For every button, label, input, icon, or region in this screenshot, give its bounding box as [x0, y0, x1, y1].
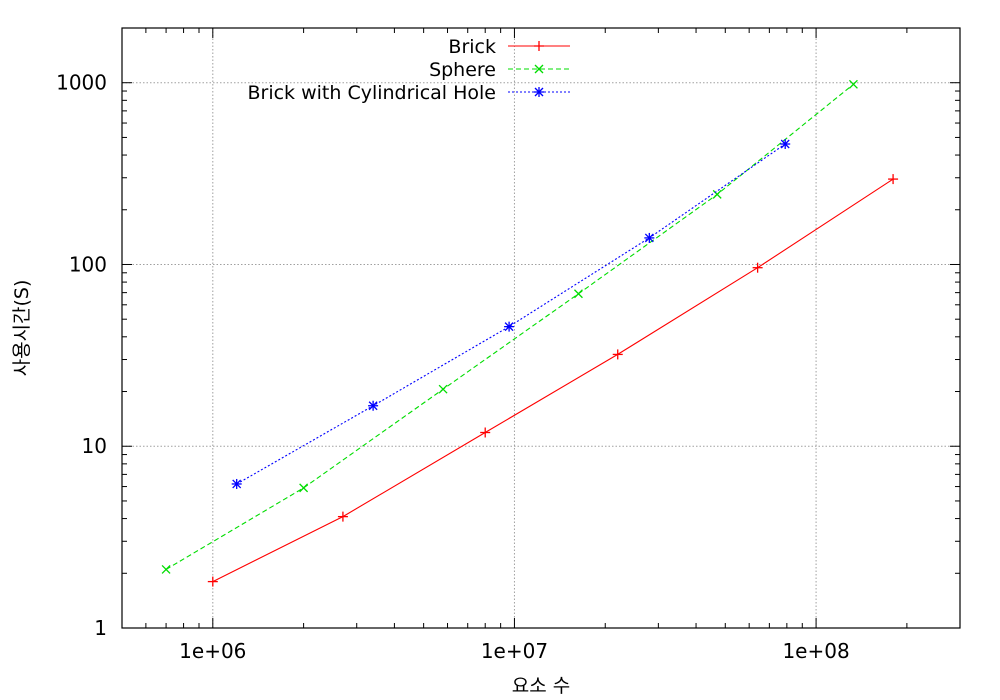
plot-frame [121, 27, 961, 629]
x-tick-label: 1e+07 [481, 639, 548, 663]
data-point [848, 79, 858, 89]
data-point [573, 289, 583, 299]
data-point [534, 64, 544, 74]
data-point [612, 349, 623, 360]
data-point [534, 41, 544, 51]
data-point [644, 232, 655, 243]
series-3 [231, 139, 791, 489]
legend-item: Brick with Cylindrical Hole [247, 82, 570, 104]
tick-labels: 1e+06 1e+07 1e+08 1 10 100 1000 [56, 71, 850, 663]
y-tick-label: 1000 [56, 71, 107, 95]
series-line [236, 143, 786, 485]
legend-label: Sphere [429, 59, 496, 81]
legend-label: Brick with Cylindrical Hole [247, 82, 496, 104]
series-layer [161, 79, 899, 587]
data-point [161, 564, 171, 574]
legend-item: Brick [448, 36, 570, 58]
data-point [888, 174, 899, 185]
data-point [712, 189, 722, 199]
x-axis-title: 요소 수 [512, 675, 570, 697]
data-point [207, 576, 218, 587]
data-point [337, 511, 348, 522]
data-point [480, 427, 491, 438]
data-point [780, 139, 791, 150]
y-tick-label: 1 [94, 616, 107, 640]
series-line [212, 178, 894, 583]
data-point [504, 321, 515, 332]
x-tick-label: 1e+08 [782, 639, 849, 663]
axis-ticks [121, 27, 961, 629]
data-point [752, 262, 763, 273]
y-tick-label: 10 [82, 434, 107, 458]
data-point [299, 483, 309, 493]
data-point [534, 87, 544, 97]
data-point [368, 400, 379, 411]
x-tick-label: 1e+06 [179, 639, 246, 663]
series-1 [207, 174, 899, 587]
data-point [231, 478, 242, 489]
y-axis-title: 사용시간(S) [11, 280, 33, 377]
y-tick-label: 100 [69, 252, 107, 276]
data-point [438, 384, 448, 394]
series-line [165, 83, 854, 570]
legend-label: Brick [448, 36, 496, 58]
series-2 [161, 79, 858, 574]
legend-item: Sphere [429, 59, 570, 81]
